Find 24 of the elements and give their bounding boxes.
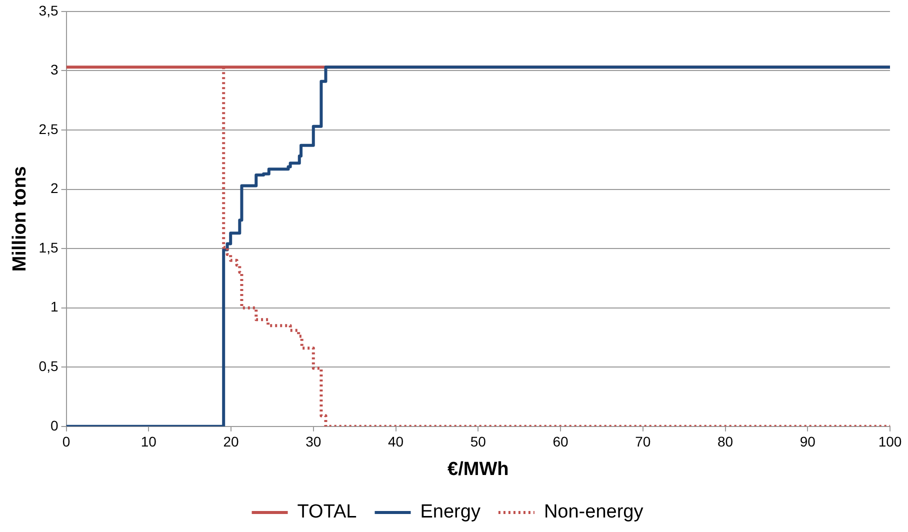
x-tick-label: 70 xyxy=(635,434,651,450)
legend-label: TOTAL xyxy=(297,502,357,523)
x-tick-label: 100 xyxy=(878,434,902,450)
y-tick-label: 3 xyxy=(50,62,58,78)
x-tick-label: 80 xyxy=(717,434,734,450)
y-tick-label: 1 xyxy=(50,298,58,315)
legend-label: Energy xyxy=(420,502,481,523)
x-tick-label: 30 xyxy=(306,434,322,450)
y-tick-label: 0 xyxy=(50,417,58,434)
x-axis-title: €/MWh xyxy=(448,458,509,480)
x-tick-label: 40 xyxy=(388,434,404,450)
x-tick-label: 90 xyxy=(800,434,816,450)
y-tick-label: 3,5 xyxy=(38,2,58,18)
x-tick-label: 0 xyxy=(62,434,70,450)
y-axis-title: Million tons xyxy=(10,166,31,272)
x-tick-label: 10 xyxy=(140,434,157,450)
x-tick-label: 50 xyxy=(470,434,486,450)
y-tick-label: 2 xyxy=(50,180,58,196)
y-tick-label: 1,5 xyxy=(38,239,58,256)
y-tick-label: 2,5 xyxy=(38,120,58,137)
x-tick-label: 60 xyxy=(552,434,568,450)
y-tick-label: 0,5 xyxy=(38,358,58,374)
x-tick-label: 20 xyxy=(223,434,240,450)
legend-label: Non-energy xyxy=(544,502,644,523)
